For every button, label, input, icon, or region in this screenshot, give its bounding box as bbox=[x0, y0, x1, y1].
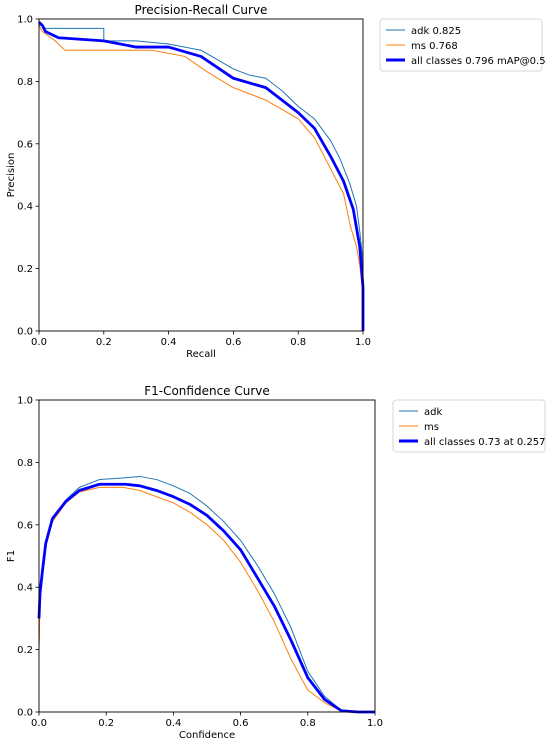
x-tick-label: 0.4 bbox=[165, 718, 181, 729]
y-tick-label: 0.6 bbox=[17, 520, 33, 531]
legend-box bbox=[392, 399, 546, 453]
y-tick-label: 0.4 bbox=[17, 583, 33, 594]
x-tick-label: 0.8 bbox=[290, 337, 306, 348]
x-tick-label: 0.4 bbox=[161, 337, 177, 348]
y-tick-label: 0.0 bbox=[17, 327, 33, 338]
series-line-all-classes bbox=[38, 21, 365, 331]
legend-box bbox=[379, 18, 543, 72]
y-axis-label: Precision bbox=[6, 153, 17, 198]
x-tick-label: 0.6 bbox=[233, 718, 249, 729]
y-axis-label: F1 bbox=[6, 550, 17, 562]
y-tick-label: 0.8 bbox=[17, 458, 33, 469]
y-tick-label: 0.8 bbox=[17, 77, 33, 88]
series-lines bbox=[38, 21, 365, 331]
plot-frame bbox=[38, 18, 364, 332]
legend-label-all-classes: all classes 0.73 at 0.257 bbox=[424, 437, 546, 448]
y-tick-label: 0.4 bbox=[17, 202, 33, 213]
series-line-all-classes bbox=[37, 482, 375, 714]
legend: adk ms all classes 0.73 at 0.257 bbox=[392, 399, 546, 453]
legend-label-ms: ms 0.768 bbox=[411, 41, 458, 52]
chart-title: F1-Confidence Curve bbox=[144, 384, 270, 398]
chart-title: Precision-Recall Curve bbox=[135, 3, 268, 17]
y-tick-label: 0.0 bbox=[17, 708, 33, 719]
y-tick-label: 0.2 bbox=[17, 264, 33, 275]
axis-ticks: 0.0 0.2 0.4 0.6 0.8 1.0 0.0 0.2 0.4 0.6 0.8 1.0 bbox=[17, 396, 383, 730]
y-tick-label: 0.2 bbox=[17, 645, 33, 656]
x-tick-label: 0.0 bbox=[31, 718, 47, 729]
x-tick-label: 0.6 bbox=[225, 337, 241, 348]
x-tick-label: 0.8 bbox=[300, 718, 316, 729]
x-tick-label: 0.2 bbox=[96, 337, 112, 348]
y-tick-label: 0.6 bbox=[17, 139, 33, 150]
y-tick-label: 1.0 bbox=[17, 396, 33, 407]
x-axis-label: Confidence bbox=[179, 730, 235, 741]
series-lines bbox=[37, 475, 375, 714]
f1-confidence-chart: F1-Confidence Curve Confidence F1 0.0 0.2… bbox=[6, 384, 546, 741]
x-tick-label: 0.0 bbox=[31, 337, 47, 348]
legend-label-adk: adk bbox=[424, 407, 442, 418]
y-tick-label: 1.0 bbox=[17, 15, 33, 26]
series-line-ms bbox=[38, 25, 364, 331]
series-line-adk bbox=[39, 24, 364, 331]
legend-label-all-classes: all classes 0.796 mAP@0.5 bbox=[411, 56, 546, 67]
x-tick-label: 1.0 bbox=[367, 718, 383, 729]
x-tick-label: 0.2 bbox=[98, 718, 114, 729]
plot-frame bbox=[38, 399, 376, 713]
x-axis-label: Recall bbox=[186, 349, 216, 360]
x-tick-label: 1.0 bbox=[355, 337, 371, 348]
legend-label-ms: ms bbox=[424, 422, 439, 433]
precision-recall-chart: Precision-Recall Curve Recall Precision … bbox=[6, 3, 546, 360]
axis-ticks: 0.0 0.2 0.4 0.6 0.8 1.0 0.0 0.2 0.4 0.6 0.8 1.0 bbox=[17, 15, 371, 349]
legend-label-adk: adk 0.825 bbox=[411, 26, 461, 37]
legend: adk 0.825 ms 0.768 all classes 0.796 mAP… bbox=[379, 18, 546, 72]
